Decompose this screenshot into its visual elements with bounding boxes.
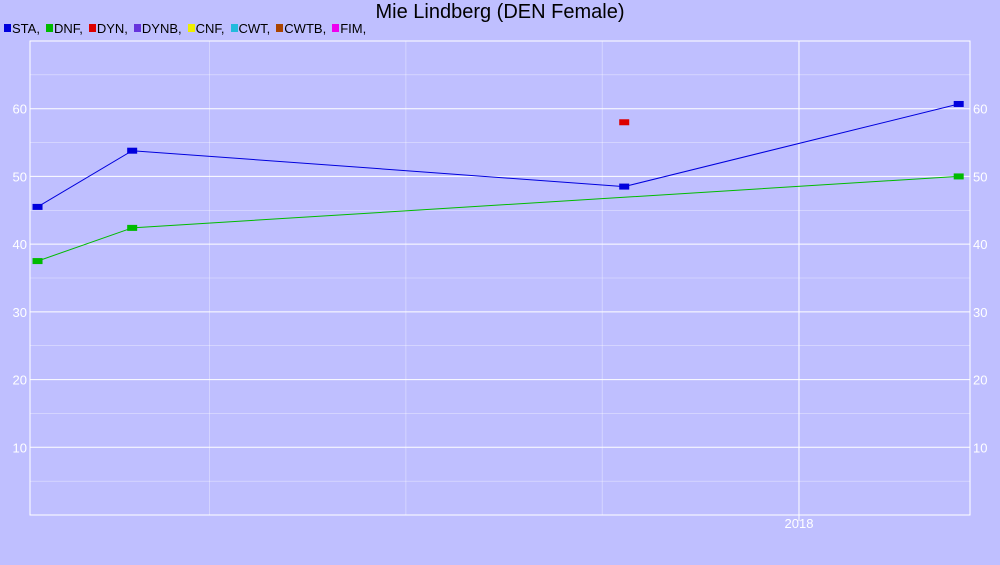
legend-label: STA, [12,20,40,36]
legend-label: CWT, [238,20,271,36]
legend-label: DNF, [53,20,83,36]
data-point-sta [32,203,43,210]
y-tick-label-right: 40 [973,237,987,252]
legend-item-cwt: CWT, [230,20,271,36]
y-tick-label-right: 10 [973,440,987,455]
series-line-sta [37,103,959,208]
legend-item-cwtb: CWTB, [276,21,326,36]
legend-swatch [45,24,53,32]
data-point-sta [127,147,138,154]
data-point-dnf [127,224,138,231]
series-line-dnf [37,175,959,262]
y-tick-label-left: 40 [13,237,27,252]
y-tick-label-left: 10 [13,440,27,455]
y-tick-label-left: 50 [13,169,27,184]
legend-item-dnf: DNF, [45,20,83,36]
y-tick-label-right: 30 [973,305,987,320]
data-point-sta [619,183,630,190]
y-tick-label-right: 60 [973,102,987,117]
legend-swatch [4,24,11,32]
chart-title: Mie Lindberg (DEN Female) [375,1,625,23]
legend-item-dynb: DYNB, [133,20,182,36]
legend-swatch [187,24,195,32]
legend-item-cnf: CNF, [187,20,225,36]
legend-swatch [133,24,141,32]
legend: STA, DNF, DYN, DYNB, CNF, CWT, CWTB, FIM, [4,20,372,36]
legend-item-fim: FIM, [332,21,366,36]
legend-label: CNF, [195,20,225,36]
y-tick-label-left: 20 [13,373,27,388]
data-point-dnf [953,173,964,180]
legend-label: FIM, [340,20,367,36]
legend-label: CWTB, [284,20,327,36]
y-tick-label-right: 20 [973,373,987,388]
y-tick-label-left: 60 [13,102,27,117]
data-point-sta [953,100,964,107]
x-tick-label: 2018 [785,516,814,531]
legend-item-sta: STA, [4,21,40,36]
legend-swatch [230,24,238,32]
y-tick-label-right: 50 [973,169,987,184]
legend-label: DYNB, [141,20,182,36]
data-point-dyn [619,119,630,126]
legend-swatch [332,24,340,32]
legend-item-dyn: DYN, [88,20,128,36]
data-point-dnf [32,258,43,265]
legend-swatch [88,24,96,32]
legend-swatch [276,24,284,32]
y-tick-label-left: 30 [13,305,27,320]
legend-label: DYN, [96,20,128,36]
